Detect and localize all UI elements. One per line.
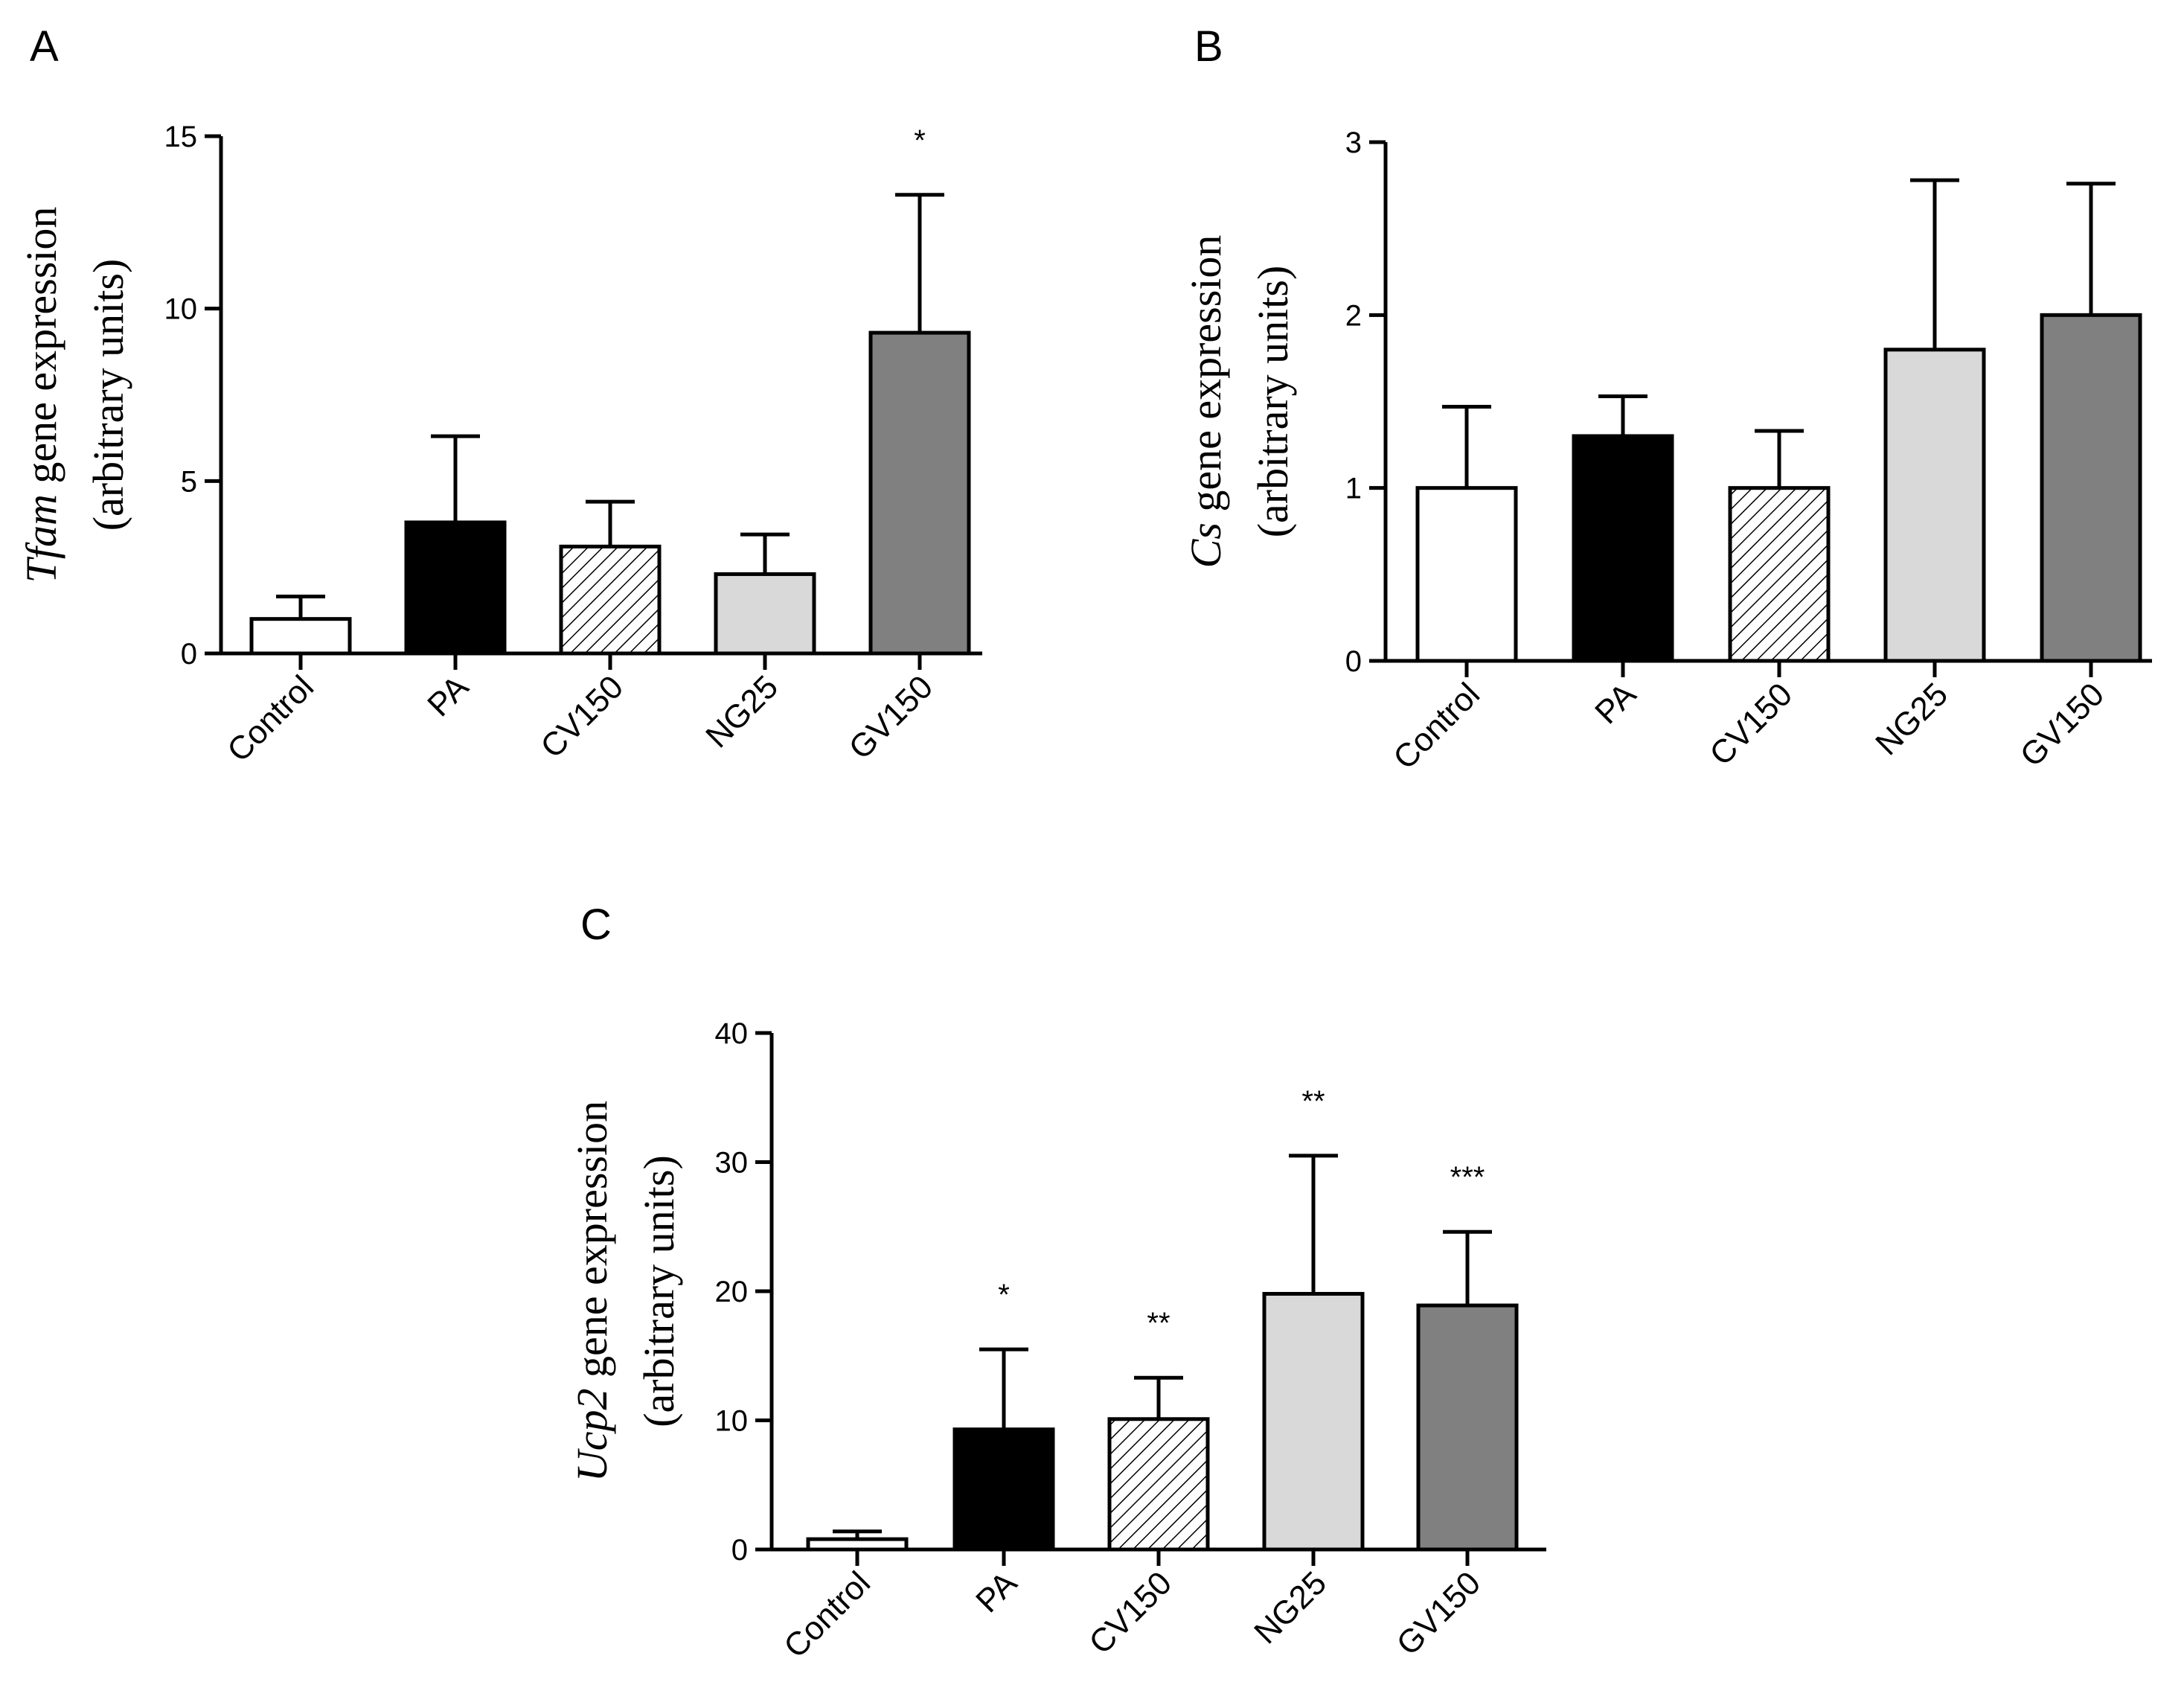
bar-gv150 <box>1416 1303 1519 1552</box>
significance-pa: * <box>998 1279 1010 1311</box>
y-tick-label: 0 <box>181 638 197 671</box>
panel-letter-a: A <box>30 22 59 71</box>
y-axis-units: (arbitrary units) <box>84 259 132 531</box>
category-label-control: Control <box>220 668 321 769</box>
bar-control <box>1415 486 1518 663</box>
category-label-pa: PA <box>420 668 475 723</box>
chart-b: Control PA CV150 NG25 GV150 0 1 2 3 Cs gene expre… <box>1182 127 2152 776</box>
y-tick-label: 40 <box>715 1017 749 1050</box>
bar-cv150 <box>1107 1417 1210 1552</box>
bar-cv150 <box>559 544 662 656</box>
category-label-cv150: CV150 <box>534 668 630 765</box>
significance-gv150: * <box>914 124 926 157</box>
y-tick-label: 15 <box>164 121 198 153</box>
y-axis-title-rest: gene expression <box>568 1101 616 1389</box>
y-tick-label: 0 <box>1345 645 1362 678</box>
y-tick-label: 20 <box>715 1276 749 1308</box>
bar-gv150 <box>2040 313 2142 663</box>
category-label-ng25: NG25 <box>1868 676 1955 762</box>
y-tick-label: 2 <box>1345 299 1362 332</box>
bar-pa <box>952 1427 1055 1552</box>
y-tick-label: 10 <box>164 293 198 326</box>
category-label-cv150: CV150 <box>1703 676 1799 773</box>
category-label-pa: PA <box>969 1564 1024 1619</box>
y-axis-title-rest: gene expression <box>17 207 65 495</box>
category-label-control: Control <box>777 1564 877 1665</box>
y-tick-label: 3 <box>1345 127 1362 159</box>
y-tick-label: 30 <box>715 1147 749 1180</box>
category-label-gv150: GV150 <box>1390 1564 1488 1663</box>
bar-ng25 <box>1262 1291 1365 1552</box>
y-axis-title: Tfam gene expression <box>17 207 65 583</box>
y-tick-label: 10 <box>715 1405 749 1438</box>
significance-ng25: ** <box>1301 1085 1325 1118</box>
y-tick-label: 5 <box>181 465 197 498</box>
panel-letter-c: C <box>580 901 612 949</box>
panel-letter-b: B <box>1194 22 1223 71</box>
bar-ng25 <box>714 572 816 656</box>
y-axis-gene-name: Tfam <box>17 494 65 583</box>
y-axis-title: Ucp2 gene expression <box>568 1101 616 1482</box>
bar-pa <box>404 520 507 656</box>
y-axis-gene-name: Cs <box>1182 522 1230 568</box>
category-label-control: Control <box>1386 676 1487 776</box>
y-axis-gene-name: Ucp2 <box>568 1388 616 1482</box>
category-label-pa: PA <box>1588 676 1643 731</box>
bar-pa <box>1572 434 1674 663</box>
y-tick-label: 0 <box>731 1534 748 1567</box>
category-label-cv150: CV150 <box>1082 1564 1179 1661</box>
y-axis-title: Cs gene expression <box>1182 235 1230 569</box>
y-tick-label: 1 <box>1345 473 1362 505</box>
y-axis-units: (arbitrary units) <box>1249 266 1297 538</box>
bar-ng25 <box>1883 348 1986 663</box>
y-axis-units: (arbitrary units) <box>635 1155 683 1427</box>
bar-control <box>249 617 352 656</box>
bar-gv150 <box>868 330 971 656</box>
significance-gv150: *** <box>1450 1161 1485 1194</box>
category-label-gv150: GV150 <box>842 668 941 767</box>
category-label-ng25: NG25 <box>1247 1564 1333 1651</box>
chart-a: Control PA CV150 NG25 * GV150 0 5 10 15 Tfam gene … <box>17 121 982 769</box>
bar-cv150 <box>1728 486 1831 663</box>
category-label-gv150: GV150 <box>2014 676 2112 774</box>
y-axis-title-rest: gene expression <box>1182 235 1230 523</box>
category-label-ng25: NG25 <box>699 668 785 755</box>
significance-cv150: ** <box>1147 1307 1170 1340</box>
chart-c: Control * PA ** CV150 ** NG25 *** GV150 0 10 20 30 40… <box>568 1017 1546 1665</box>
